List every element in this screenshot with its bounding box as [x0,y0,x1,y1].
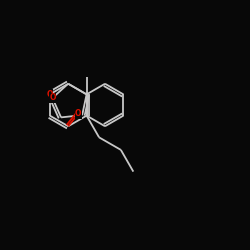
Text: O: O [46,90,53,99]
Text: O: O [75,109,82,118]
Text: O: O [49,94,56,102]
